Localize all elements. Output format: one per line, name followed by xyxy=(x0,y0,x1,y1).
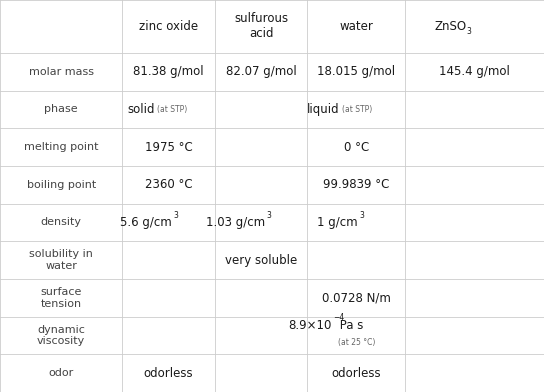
Text: 0.0728 N/m: 0.0728 N/m xyxy=(322,291,391,304)
Text: ZnSO: ZnSO xyxy=(434,20,467,33)
Text: 145.4 g/mol: 145.4 g/mol xyxy=(439,65,510,78)
Text: very soluble: very soluble xyxy=(225,254,297,267)
Text: 0 °C: 0 °C xyxy=(344,141,369,154)
Text: 3: 3 xyxy=(173,211,178,220)
Text: 3: 3 xyxy=(359,211,364,220)
Text: molar mass: molar mass xyxy=(29,67,94,77)
Text: zinc oxide: zinc oxide xyxy=(139,20,198,33)
Text: 82.07 g/mol: 82.07 g/mol xyxy=(226,65,296,78)
Text: 1 g/cm: 1 g/cm xyxy=(317,216,357,229)
Text: sulfurous
acid: sulfurous acid xyxy=(234,13,288,40)
Text: liquid: liquid xyxy=(307,103,340,116)
Text: odorless: odorless xyxy=(331,367,381,380)
Text: 2360 °C: 2360 °C xyxy=(145,178,193,191)
Text: water: water xyxy=(339,20,373,33)
Text: surface
tension: surface tension xyxy=(40,287,82,309)
Text: (at STP): (at STP) xyxy=(157,105,187,114)
Text: 81.38 g/mol: 81.38 g/mol xyxy=(133,65,204,78)
Text: Pa s: Pa s xyxy=(336,319,363,332)
Text: phase: phase xyxy=(45,104,78,114)
Text: odorless: odorless xyxy=(144,367,194,380)
Text: dynamic
viscosity: dynamic viscosity xyxy=(37,325,85,346)
Text: 1975 °C: 1975 °C xyxy=(145,141,193,154)
Text: 99.9839 °C: 99.9839 °C xyxy=(323,178,390,191)
Text: solubility in
water: solubility in water xyxy=(29,249,93,271)
Text: 3: 3 xyxy=(267,211,271,220)
Text: density: density xyxy=(41,218,82,227)
Text: melting point: melting point xyxy=(24,142,98,152)
Text: 18.015 g/mol: 18.015 g/mol xyxy=(317,65,395,78)
Text: 1.03 g/cm: 1.03 g/cm xyxy=(206,216,265,229)
Text: boiling point: boiling point xyxy=(27,180,96,190)
Text: (at STP): (at STP) xyxy=(342,105,372,114)
Text: 8.9×10: 8.9×10 xyxy=(288,319,332,332)
Text: (at 25 °C): (at 25 °C) xyxy=(338,338,375,347)
Text: 5.6 g/cm: 5.6 g/cm xyxy=(120,216,171,229)
Text: −4: −4 xyxy=(333,312,345,321)
Text: solid: solid xyxy=(127,103,155,116)
Text: odor: odor xyxy=(48,368,74,378)
Text: 3: 3 xyxy=(467,27,471,36)
